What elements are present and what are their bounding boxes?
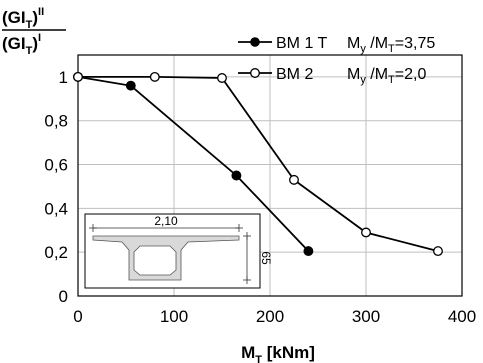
legend-marker-bm1t: [250, 37, 260, 47]
x-tick-label: 200: [256, 307, 284, 326]
inset-width-label: 2,10: [154, 214, 178, 228]
y-label-numerator: (GIT)II: [2, 6, 44, 31]
box-girder-section: [92, 235, 240, 281]
series-0: [73, 71, 314, 257]
data-point: [361, 227, 371, 238]
legend: BM 1 T My /MT=3,75 BM 2 My /MT=2,0: [238, 35, 435, 86]
legend-entry-bm2: BM 2 My /MT=2,0: [238, 66, 426, 86]
legend-label-bm1t: BM 1 T: [276, 35, 328, 52]
series-line-1: [78, 76, 439, 252]
y-axis-label: (GIT)II (GIT)I: [2, 6, 66, 57]
inset-dimension-lines: [89, 224, 251, 284]
x-axis-label: MT [kNm]: [241, 343, 315, 363]
y-tick-label: 1: [59, 68, 68, 87]
y-tick-label: 0,6: [44, 156, 68, 175]
data-point: [433, 246, 443, 257]
legend-entry-bm1t: BM 1 T My /MT=3,75: [238, 35, 435, 55]
x-tick-labels: 0 100 200 300 400: [73, 307, 476, 326]
y-tick-label: 0: [59, 287, 68, 306]
plot-frame: [77, 54, 463, 297]
data-point: [149, 71, 160, 82]
legend-ratio-bm1t: My /MT=3,75: [347, 35, 435, 55]
x-tick-label: 300: [352, 307, 380, 326]
series-1: [73, 71, 443, 257]
x-tick-label: 400: [448, 307, 476, 326]
y-label-denominator: (GIT)I: [2, 32, 41, 57]
series-layer: [73, 71, 443, 257]
x-tick-label: 0: [73, 307, 82, 326]
data-point: [73, 71, 83, 82]
legend-ratio-bm2: My /MT=2,0: [347, 66, 426, 86]
inset-height-label: 65: [259, 251, 273, 265]
x-tick-label: 100: [160, 307, 188, 326]
data-point: [125, 80, 136, 91]
data-point: [231, 170, 242, 181]
y-tick-label: 0,8: [44, 112, 68, 131]
data-point: [217, 73, 227, 83]
legend-label-bm2: BM 2: [276, 66, 313, 83]
data-point: [289, 174, 299, 185]
y-tick-labels: 0 0,2 0,4 0,6 0,8 1: [44, 68, 68, 306]
data-point: [303, 246, 314, 257]
series-line-0: [77, 76, 310, 252]
y-tick-label: 0,4: [44, 199, 68, 218]
inset-cross-section: 2,10 65: [84, 213, 273, 289]
y-tick-label: 0,2: [44, 243, 68, 262]
legend-marker-bm2: [250, 68, 260, 78]
